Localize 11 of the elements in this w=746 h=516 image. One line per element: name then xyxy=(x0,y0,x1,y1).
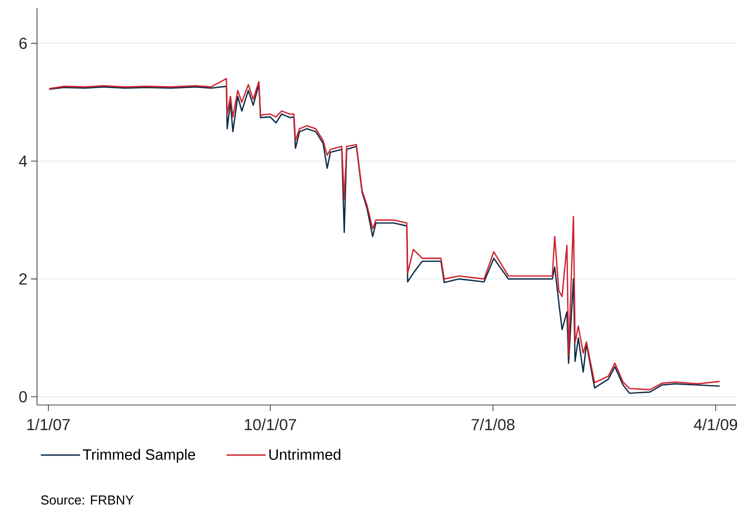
x-tick-label: 1/1/07 xyxy=(27,418,70,430)
y-tick-label: 6 xyxy=(19,38,27,49)
x-tick-label: 4/1/09 xyxy=(694,418,738,430)
legend-label: Untrimmed xyxy=(269,448,340,460)
x-tick-label: 10/1/07 xyxy=(244,418,296,430)
y-tick-label: 2 xyxy=(19,273,27,285)
source-note: Source: FRBNY xyxy=(41,495,134,505)
y-tick-label: 0 xyxy=(19,391,27,402)
legend-label: Trimmed Sample xyxy=(82,448,196,463)
x-tick-label: 7/1/08 xyxy=(472,418,514,430)
y-tick-label: 4 xyxy=(18,156,28,167)
